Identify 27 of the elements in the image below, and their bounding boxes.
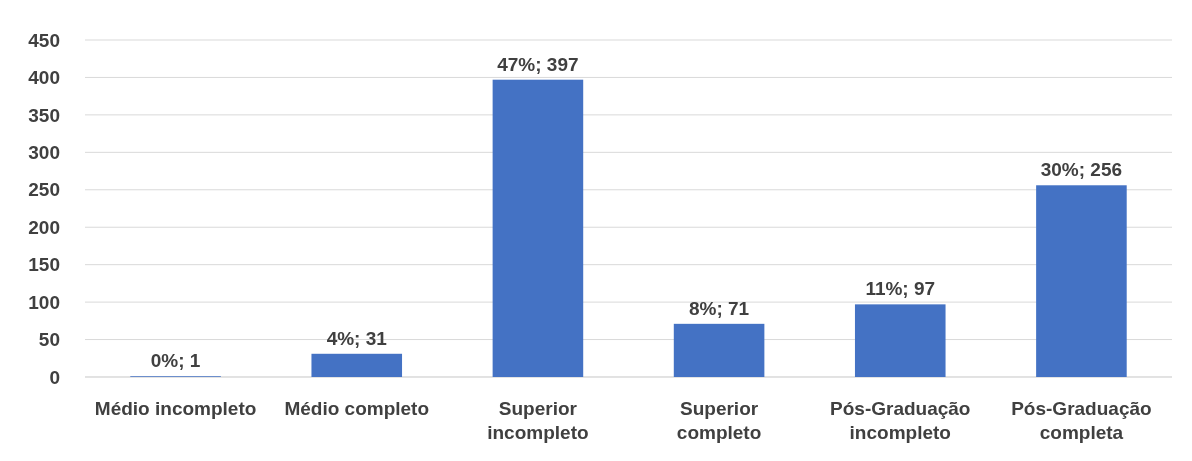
data-label: 30%; 256 (1040, 159, 1123, 181)
y-tick-label: 0 (49, 366, 60, 388)
data-label: 11%; 97 (865, 278, 936, 300)
bar (492, 79, 584, 377)
data-label: 0%; 1 (150, 350, 201, 372)
y-tick-label: 450 (28, 29, 60, 51)
y-tick-label: 250 (28, 179, 60, 201)
bar (1036, 185, 1127, 377)
data-label: 47%; 397 (497, 53, 579, 75)
x-tick-label: Superior incompleto (487, 398, 589, 443)
x-tick-label: Médio completo (284, 398, 430, 419)
y-tick-label: 350 (28, 104, 60, 126)
y-tick-label: 300 (28, 141, 60, 163)
bar (673, 323, 765, 377)
data-label: 8%; 71 (688, 297, 750, 319)
data-label: 4%; 31 (326, 327, 388, 349)
y-tick-label: 400 (28, 67, 60, 89)
y-tick-label: 50 (38, 329, 60, 351)
y-tick-label: 100 (28, 291, 60, 313)
x-tick-label: Pós-Graduação incompleto (830, 398, 971, 443)
y-tick-label: 150 (28, 254, 60, 276)
x-tick-label: Médio incompleto (94, 398, 257, 419)
x-tick-label: Pós-Graduação completa (1011, 398, 1152, 443)
bar (854, 304, 946, 377)
bar (311, 353, 403, 377)
y-tick-label: 200 (28, 216, 60, 238)
x-tick-label: Superior completo (676, 398, 762, 443)
